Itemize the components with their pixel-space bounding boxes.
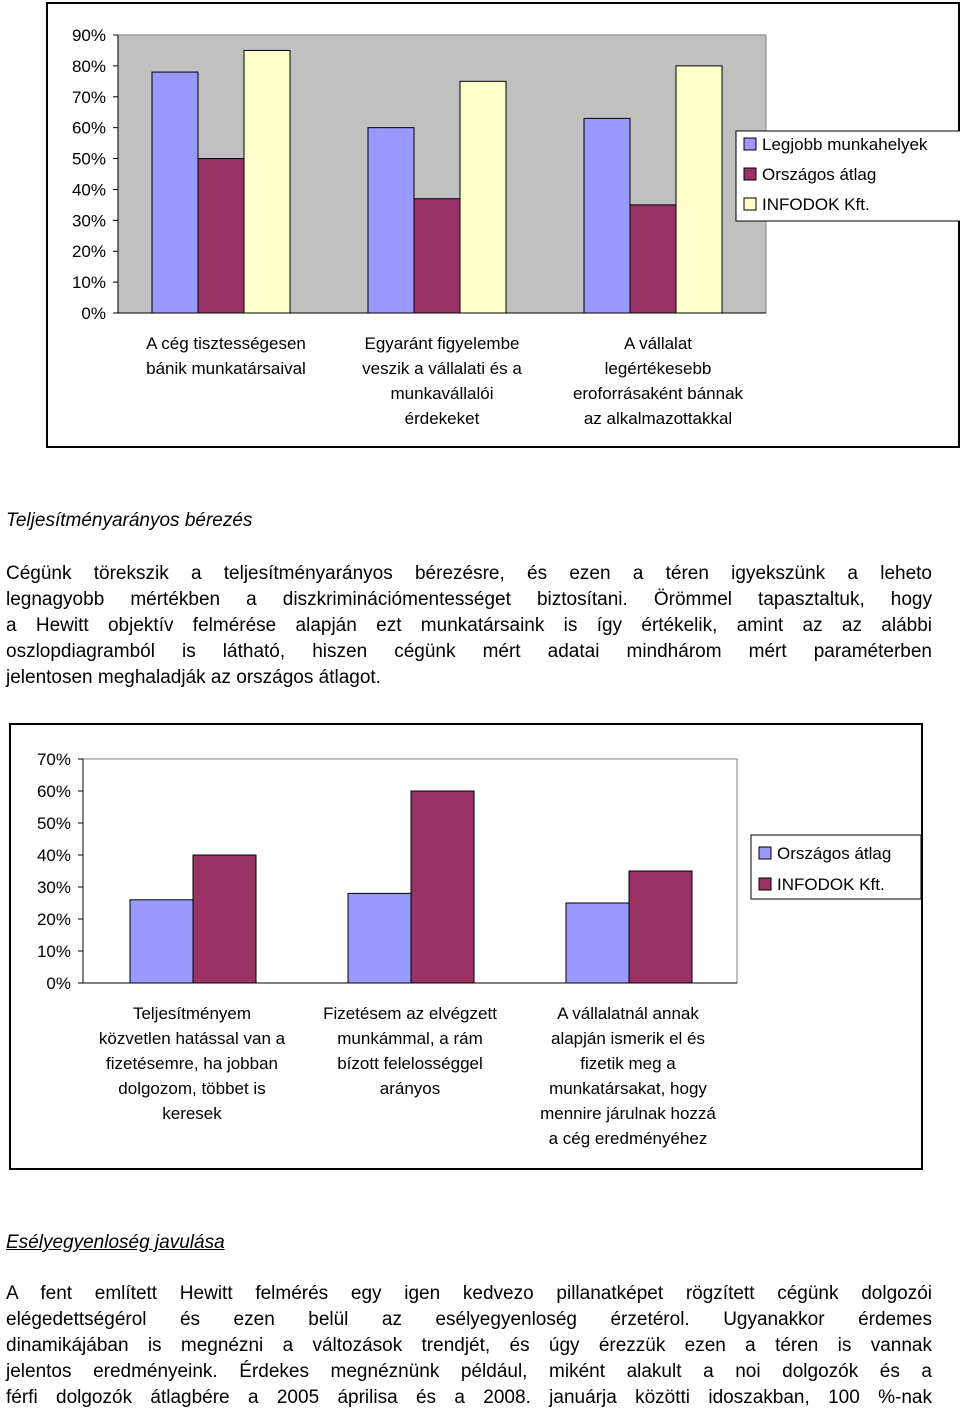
x-category-label: legértékesebb (605, 359, 712, 378)
x-category-label: A cég tisztességesen (146, 334, 306, 353)
legend-swatch (743, 197, 757, 211)
bar (565, 902, 630, 984)
paragraph-line: Cégünk törekszik a teljesítményarányos b… (6, 563, 932, 584)
x-category-label: eroforrásaként bánnak (573, 384, 744, 403)
x-category-label: érdekeket (405, 409, 480, 428)
y-tick-label: 0% (46, 974, 71, 993)
x-category-label: Teljesítményem (133, 1004, 251, 1023)
y-tick-label: 40% (72, 180, 106, 199)
bar (129, 899, 194, 984)
bar (410, 790, 475, 984)
bar (347, 892, 412, 984)
x-category-label: Fizetésem az elvégzett (323, 1004, 497, 1023)
bar (192, 854, 257, 984)
section-1-heading: Teljesítményarányos bérezés (6, 510, 253, 531)
paragraph-line: jelentos eredményeink. Érdekes megnéznün… (6, 1361, 932, 1382)
x-category-label: alapján ismerik el és (551, 1029, 705, 1048)
y-tick-label: 30% (37, 878, 71, 897)
legend-entry: Legjobb munkahelyek (762, 135, 928, 154)
y-tick-label: 30% (72, 211, 106, 230)
section-2-heading: Esélyegyenloség javulása (6, 1232, 225, 1253)
x-category-label: közvetlen hatással van a (99, 1029, 286, 1048)
y-tick-label: 70% (72, 88, 106, 107)
x-category-label: a cég eredményéhez (549, 1129, 708, 1148)
bar (243, 49, 291, 314)
x-category-label: fizetik meg a (580, 1054, 676, 1073)
chart-1-svg: 0% 10% 20% 30% 40% 50% 60% 70% 80% 90% A cég tiszt… (72, 26, 960, 428)
section-2-paragraph: A fent említett Hewitt felmérés egy igen… (6, 1281, 932, 1411)
bar (675, 65, 723, 314)
y-tick-label: 80% (72, 57, 106, 76)
y-tick-label: 70% (37, 750, 71, 769)
x-category-label: keresek (162, 1104, 222, 1123)
x-category-label: arányos (380, 1079, 440, 1098)
y-tick-label: 50% (37, 814, 71, 833)
bar (151, 71, 199, 314)
legend-swatch (743, 167, 757, 181)
y-tick-label: 20% (72, 242, 106, 261)
x-category-label: bízott felelosséggel (337, 1054, 483, 1073)
paragraph-line: dinamikájában is megnézni a változások t… (6, 1335, 932, 1356)
y-tick-label: 20% (37, 910, 71, 929)
x-category-label: A vállalat (624, 334, 692, 353)
x-category-label: fizetésemre, ha jobban (106, 1054, 278, 1073)
chart-2-svg: 0% 10% 20% 30% 40% 50% 60% 70% Teljesítményem köz… (37, 750, 922, 1148)
y-tick-label: 10% (37, 942, 71, 961)
bar (628, 870, 693, 984)
x-category-label: munkavállalói (391, 384, 494, 403)
bar (197, 158, 245, 314)
bar (629, 204, 677, 314)
legend-entry: INFODOK Kft. (777, 875, 885, 894)
x-category-label: munkámmal, a rám (337, 1029, 482, 1048)
legend-box (735, 130, 960, 222)
legend-swatch (758, 846, 772, 860)
section-1-paragraph: Cégünk törekszik a teljesítményarányos b… (6, 561, 932, 691)
y-tick-label: 40% (37, 846, 71, 865)
x-category-label: munkatársakat, hogy (549, 1079, 707, 1098)
legend-entry: INFODOK Kft. (762, 195, 870, 214)
x-category-label: Egyaránt figyelembe (365, 334, 520, 353)
y-tick-label: 60% (72, 119, 106, 138)
paragraph-line: legnagyobb mértékben a diszkriminációmen… (6, 589, 932, 610)
paragraph-line: elégedettségérol és ezen belül az esélye… (6, 1309, 932, 1330)
legend-swatch (743, 137, 757, 151)
paragraph-line: jelentosen meghaladják az országos átlag… (6, 667, 381, 688)
legend-box (750, 834, 922, 900)
paragraph-line: a Hewitt objektív felmérése alapján ezt … (6, 615, 932, 636)
bar (367, 127, 415, 314)
bar (459, 80, 507, 314)
paragraph-line: A fent említett Hewitt felmérés egy igen… (6, 1283, 932, 1304)
paragraph-line: férfi dolgozók átlagbére a 2005 áprilisa… (6, 1387, 932, 1408)
x-category-label: mennire járulnak hozzá (540, 1104, 716, 1123)
y-tick-label: 90% (72, 26, 106, 45)
x-category-label: bánik munkatársaival (146, 359, 306, 378)
legend-entry: Országos átlag (777, 844, 891, 863)
bar (413, 198, 461, 314)
x-category-label: veszik a vállalati és a (362, 359, 522, 378)
paragraph-line: oszlopdiagramból is látható, hiszen cégü… (6, 641, 932, 662)
y-tick-label: 60% (37, 782, 71, 801)
x-category-label: az alkalmazottakkal (584, 409, 732, 428)
chart-2-container: 0% 10% 20% 30% 40% 50% 60% 70% Teljesítményem köz… (9, 723, 923, 1170)
legend-entry: Országos átlag (762, 165, 876, 184)
x-category-label: A vállalatnál annak (557, 1004, 699, 1023)
y-tick-label: 0% (81, 304, 106, 323)
x-category-label: dolgozom, többet is (118, 1079, 265, 1098)
legend-swatch (758, 877, 772, 891)
bar (583, 117, 631, 314)
y-tick-label: 50% (72, 150, 106, 169)
chart-1-container: 0% 10% 20% 30% 40% 50% 60% 70% 80% 90% A cég tiszt… (46, 2, 960, 448)
y-tick-label: 10% (72, 273, 106, 292)
